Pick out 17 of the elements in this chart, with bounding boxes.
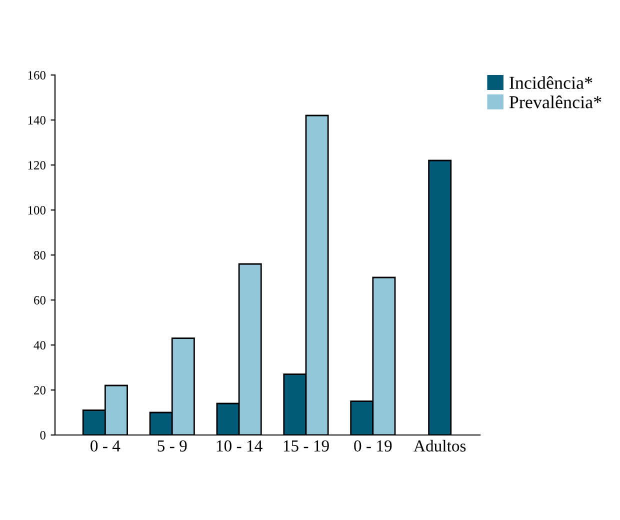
y-tick-label: 20 — [34, 386, 46, 394]
x-tick-label: 15 - 19 — [284, 440, 329, 452]
y-tick-label: 140 — [28, 116, 46, 124]
x-tick-label: Adultos — [414, 440, 466, 452]
y-tick-label: 60 — [34, 296, 46, 304]
y-tick-label: 100 — [28, 206, 46, 214]
y-tick-label: 160 — [28, 71, 46, 80]
x-tick-label: 0 - 19 — [354, 440, 392, 452]
y-tick-label: 40 — [34, 341, 46, 350]
y-tick-label: 120 — [28, 161, 46, 170]
legend-label: Prevalência* — [509, 96, 602, 108]
x-tick-label: 5 - 9 — [158, 440, 187, 452]
y-tick-label: 80 — [34, 251, 46, 260]
x-tick-label: 0 - 4 — [90, 440, 120, 452]
legend-label: Incidência* — [510, 76, 592, 89]
y-tick-label: 0 — [40, 431, 46, 440]
x-tick-label: 10 - 14 — [216, 440, 262, 452]
